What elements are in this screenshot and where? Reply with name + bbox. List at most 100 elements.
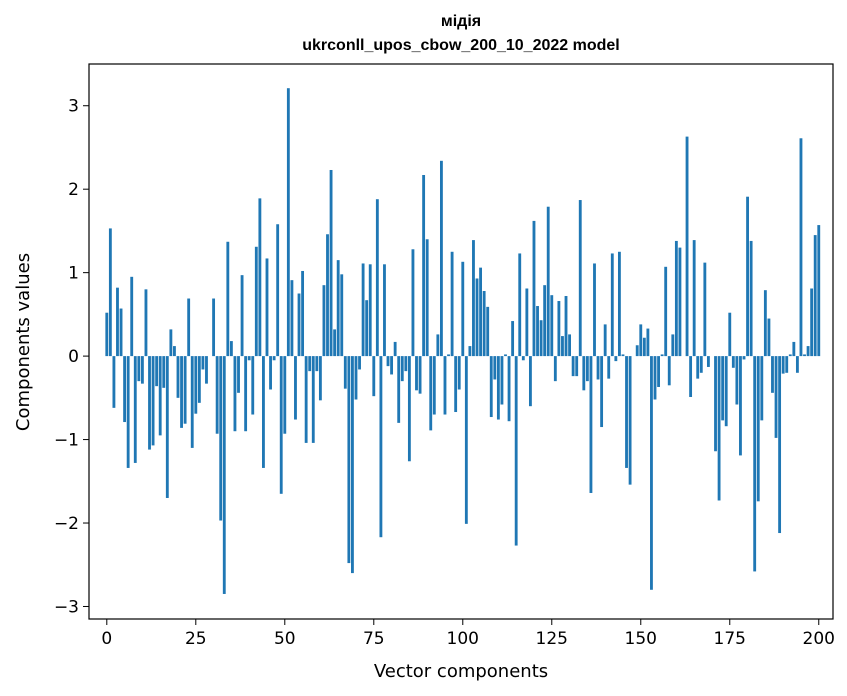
bar <box>803 354 806 357</box>
bar <box>781 356 785 374</box>
bar <box>244 356 248 432</box>
bar <box>696 356 700 379</box>
bar <box>262 356 265 468</box>
bar <box>717 356 721 501</box>
chart-subtitle: ukrconll_upos_cbow_200_10_2022 model <box>302 37 619 54</box>
bar <box>397 356 401 423</box>
bar <box>126 356 130 468</box>
bar <box>201 356 205 370</box>
bar <box>354 356 358 400</box>
bar <box>383 264 386 357</box>
bar <box>817 225 821 357</box>
bar <box>617 251 621 357</box>
bar <box>813 235 817 357</box>
bar <box>290 280 294 357</box>
bar <box>148 356 151 450</box>
bar <box>272 356 276 361</box>
bar <box>507 356 511 422</box>
bar <box>461 261 465 357</box>
x-tick-label: 75 <box>363 629 385 649</box>
bar <box>635 345 639 357</box>
bar <box>689 356 693 397</box>
bar <box>173 346 176 357</box>
bar <box>233 356 237 432</box>
bar <box>333 329 337 357</box>
bar <box>390 356 394 375</box>
bar <box>639 324 643 357</box>
bar <box>205 356 208 384</box>
y-tick-label: 1 <box>68 264 79 284</box>
bar <box>528 356 532 407</box>
x-tick-label: 100 <box>447 629 479 649</box>
bar <box>746 196 749 357</box>
bar <box>593 263 596 357</box>
bar <box>151 356 155 446</box>
bar <box>504 354 507 357</box>
bar <box>557 301 561 357</box>
bar <box>614 356 618 362</box>
bar <box>706 356 710 367</box>
bar <box>692 240 696 357</box>
bar <box>489 356 493 418</box>
bar <box>671 334 675 357</box>
bar <box>254 246 258 357</box>
bar <box>742 356 746 360</box>
bar <box>500 356 504 405</box>
bar <box>625 356 628 468</box>
bar <box>568 334 571 357</box>
bar <box>810 288 814 357</box>
bar <box>226 241 230 357</box>
bar <box>219 356 223 521</box>
bar <box>518 253 522 357</box>
bar <box>229 341 233 357</box>
bar <box>785 356 789 373</box>
bar <box>607 356 611 379</box>
x-tick-label: 0 <box>101 629 112 649</box>
bar <box>340 274 344 357</box>
bar <box>724 356 728 427</box>
bar <box>425 239 429 357</box>
bar <box>703 262 707 357</box>
bar <box>329 169 333 357</box>
bar <box>788 354 792 357</box>
bar <box>190 356 194 448</box>
bar <box>539 320 543 357</box>
bar <box>596 356 600 380</box>
bar <box>165 356 169 498</box>
bar <box>575 356 579 377</box>
bar <box>404 356 408 372</box>
bar <box>457 356 461 390</box>
bar <box>322 285 326 357</box>
bar <box>771 356 774 393</box>
bar <box>447 354 450 357</box>
bar <box>479 267 483 357</box>
bar <box>650 356 653 590</box>
bar <box>144 289 148 357</box>
bar <box>468 346 472 357</box>
bar <box>642 337 646 357</box>
bar <box>251 356 255 415</box>
bar <box>589 356 593 493</box>
bar <box>735 356 739 405</box>
bar <box>799 138 803 357</box>
bar <box>215 356 219 434</box>
y-tick-label: −1 <box>54 431 79 451</box>
bar <box>728 312 732 357</box>
bar <box>237 356 240 393</box>
bar <box>454 356 458 413</box>
bar <box>806 346 810 357</box>
bar <box>432 356 436 415</box>
bar <box>546 206 550 357</box>
bar <box>760 356 764 421</box>
bar <box>496 356 500 420</box>
bar <box>600 356 604 428</box>
bar <box>311 356 315 443</box>
bar <box>475 278 479 357</box>
bar <box>336 260 340 357</box>
bar <box>667 356 671 386</box>
bar <box>582 356 586 391</box>
bar <box>400 356 404 382</box>
y-axis-ticks: −3 −2 −1 0 1 2 3 <box>54 97 89 617</box>
bar <box>358 356 361 370</box>
chart-title: мідія <box>441 13 481 30</box>
